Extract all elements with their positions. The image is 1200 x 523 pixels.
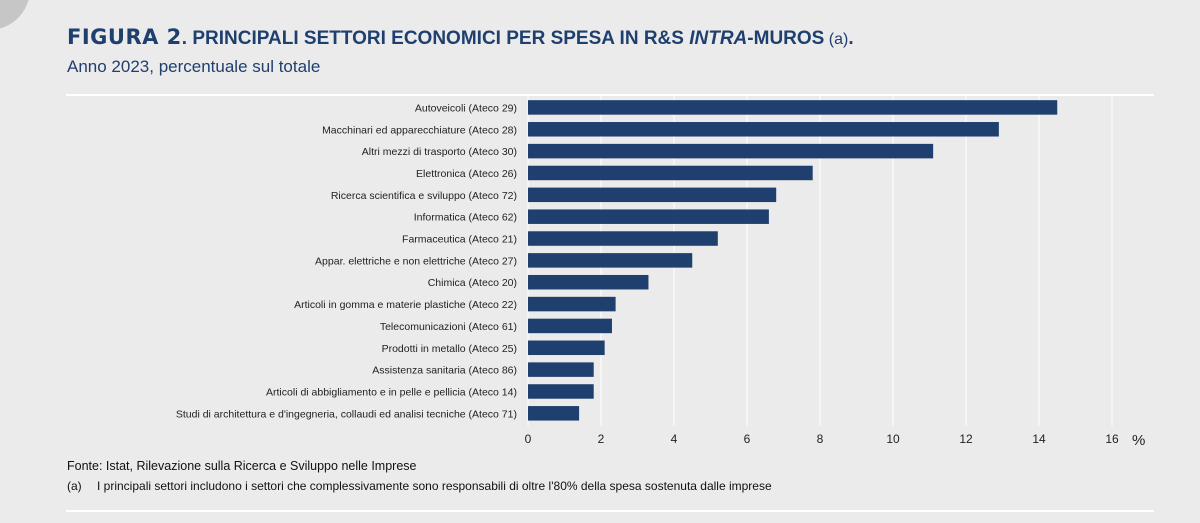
- top-divider: [66, 94, 1154, 96]
- x-tick-label: 16: [1105, 432, 1119, 446]
- category-label: Altri mezzi di trasporto (Ateco 30): [362, 146, 517, 158]
- category-label: Chimica (Ateco 20): [428, 277, 517, 289]
- x-tick-label: 14: [1032, 432, 1046, 446]
- bar: [528, 209, 769, 224]
- bottom-divider: [66, 510, 1154, 512]
- bar: [528, 100, 1058, 115]
- bar: [528, 274, 649, 290]
- bar-chart: Autoveicoli (Ateco 29) Macchinari ed appa…: [176, 96, 1145, 449]
- category-label: Macchinari ed apparecchiature (Ateco 28): [322, 124, 517, 136]
- chart-title: FIGURA 2. PRINCIPALI SETTORI ECONOMICI P…: [67, 25, 854, 50]
- category-label: Telecomunicazioni (Ateco 61): [380, 321, 517, 333]
- category-label: Articoli in gomma e materie plastiche (A…: [294, 299, 517, 311]
- title-main: . PRINCIPALI SETTORI ECONOMICI PER SPESA…: [181, 28, 690, 49]
- title-note: (a): [824, 31, 849, 48]
- chart-subtitle: Anno 2023, percentuale sul totale: [67, 57, 321, 76]
- bar: [528, 143, 934, 159]
- figure-label: FIGURA 2: [67, 25, 182, 49]
- bar: [528, 122, 999, 137]
- category-label: Farmaceutica (Ateco 21): [402, 234, 517, 246]
- category-label: Elettronica (Ateco 26): [416, 168, 517, 180]
- category-label: Autoveicoli (Ateco 29): [415, 102, 517, 114]
- bar: [528, 318, 612, 334]
- category-label: Assistenza sanitaria (Ateco 86): [372, 365, 517, 377]
- x-tick-label: 12: [959, 432, 973, 446]
- x-axis-unit: %: [1132, 432, 1145, 449]
- bar: [528, 296, 616, 312]
- x-tick-label: 4: [671, 432, 678, 446]
- category-label: Studi di architettura e d'ingegneria, co…: [176, 408, 517, 420]
- x-tick-label: 10: [886, 432, 900, 446]
- x-tick-label: 2: [598, 432, 605, 446]
- category-label: Prodotti in metallo (Ateco 25): [382, 343, 517, 355]
- category-label: Articoli di abbigliamento e in pelle e p…: [266, 386, 517, 398]
- x-tick-label: 0: [525, 432, 532, 446]
- category-label: Appar. elettriche e non elettriche (Atec…: [315, 255, 517, 267]
- title-italic: INTRA: [689, 28, 748, 49]
- category-label: Ricerca scientifica e sviluppo (Ateco 72…: [331, 190, 517, 202]
- source-note: Fonte: Istat, Rilevazione sulla Ricerca …: [67, 459, 417, 473]
- category-label: Informatica (Ateco 62): [414, 212, 517, 224]
- bar: [528, 253, 693, 268]
- bar: [528, 384, 594, 399]
- x-tick-label: 6: [744, 432, 751, 446]
- bar: [528, 187, 777, 203]
- footnote: (a) I principali settori includono i sett…: [67, 479, 772, 493]
- bar: [528, 340, 605, 356]
- bar: [528, 165, 813, 181]
- x-tick-label: 8: [817, 432, 824, 446]
- footnote-text: I principali settori includono i settori…: [97, 479, 772, 493]
- footnote-marker: (a): [67, 479, 82, 493]
- bar: [528, 231, 718, 246]
- title-dot: .: [848, 28, 854, 49]
- bar: [528, 406, 580, 421]
- title-end: -MUROS: [747, 28, 825, 49]
- bar: [528, 362, 594, 377]
